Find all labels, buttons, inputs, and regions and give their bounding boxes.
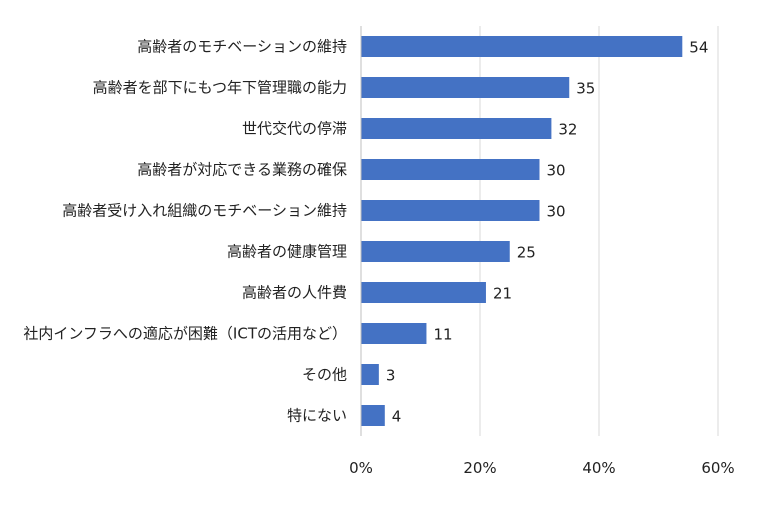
value-label-5: 25 bbox=[517, 244, 536, 262]
value-label-0: 54 bbox=[689, 39, 708, 57]
bar-3 bbox=[361, 159, 540, 180]
category-label-8: その他 bbox=[302, 366, 347, 384]
category-label-4: 高齢者受け入れ組織のモチベーション維持 bbox=[62, 202, 347, 220]
bar-7 bbox=[361, 323, 427, 344]
bar-2 bbox=[361, 118, 552, 139]
value-label-3: 30 bbox=[547, 162, 566, 180]
category-label-2: 世代交代の停滞 bbox=[242, 120, 347, 138]
bars bbox=[361, 36, 683, 426]
category-labels: 高齢者のモチベーションの維持高齢者を部下にもつ年下管理職の能力世代交代の停滞高齢… bbox=[23, 38, 347, 425]
x-tick-label-1: 20% bbox=[463, 459, 496, 477]
value-label-7: 11 bbox=[433, 326, 452, 344]
value-label-1: 35 bbox=[576, 80, 595, 98]
x-tick-label-0: 0% bbox=[349, 459, 373, 477]
value-label-4: 30 bbox=[547, 203, 566, 221]
value-label-6: 21 bbox=[493, 285, 512, 303]
bar-9 bbox=[361, 405, 385, 426]
bar-8 bbox=[361, 364, 379, 385]
value-label-9: 4 bbox=[392, 408, 402, 426]
value-label-2: 32 bbox=[558, 121, 577, 139]
value-labels: 54 35 32 30 30 25 21 11 3 4 bbox=[386, 39, 709, 426]
category-label-0: 高齢者のモチベーションの維持 bbox=[137, 38, 347, 56]
bar-0 bbox=[361, 36, 683, 57]
bar-1 bbox=[361, 77, 570, 98]
bar-6 bbox=[361, 282, 486, 303]
x-tick-label-2: 40% bbox=[582, 459, 615, 477]
category-label-6: 高齢者の人件費 bbox=[242, 284, 347, 302]
bar-4 bbox=[361, 200, 540, 221]
category-label-7: 社内インフラへの適応が困難（ICTの活用など） bbox=[23, 325, 347, 343]
category-label-3: 高齢者が対応できる業務の確保 bbox=[137, 161, 347, 179]
category-label-5: 高齢者の健康管理 bbox=[227, 243, 347, 261]
x-tick-labels: 0% 20% 40% 60% bbox=[349, 459, 735, 477]
category-label-1: 高齢者を部下にもつ年下管理職の能力 bbox=[93, 79, 347, 97]
x-tick-label-3: 60% bbox=[701, 459, 734, 477]
value-label-8: 3 bbox=[386, 367, 396, 385]
bar-5 bbox=[361, 241, 510, 262]
category-label-9: 特にない bbox=[287, 407, 347, 425]
